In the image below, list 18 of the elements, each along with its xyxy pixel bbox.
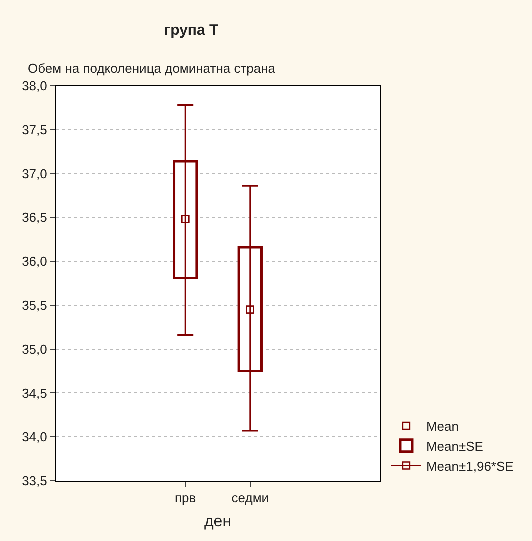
y-tick-label: 35,0 <box>22 342 48 357</box>
chart-subtitle: Обем на подколеница доминатна страна <box>28 61 276 76</box>
y-tick-label: 36,5 <box>22 210 48 226</box>
legend-label: Mean±SE <box>426 438 484 454</box>
x-tick-label: седми <box>232 490 270 506</box>
y-tick-label: 37,5 <box>22 122 48 138</box>
y-tick-label: 34,0 <box>22 430 48 445</box>
x-axis-title: ден <box>204 513 232 530</box>
y-tick-label: 35,5 <box>22 298 48 313</box>
x-tick-label: прв <box>175 490 196 506</box>
chart-title: група Т <box>164 22 219 39</box>
y-tick-label: 36,0 <box>22 254 48 270</box>
y-tick-label: 34,5 <box>22 386 48 401</box>
y-tick-label: 38,0 <box>22 78 48 94</box>
y-tick-label: 33,5 <box>22 474 48 489</box>
legend-label: Mean <box>426 419 460 434</box>
legend-label: Mean±1,96*SE <box>426 458 514 474</box>
y-tick-label: 37,0 <box>22 166 48 182</box>
